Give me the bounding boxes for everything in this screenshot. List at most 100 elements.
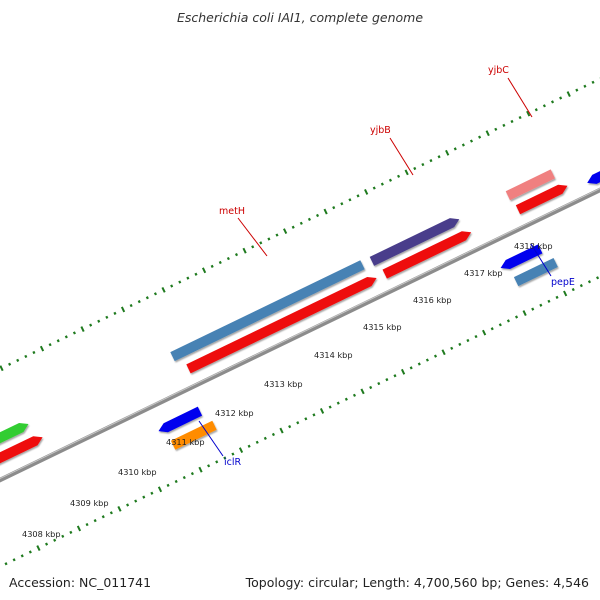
backbone-line bbox=[0, 187, 600, 483]
inner-tick-mark bbox=[288, 425, 292, 429]
inner-tick-mark bbox=[400, 368, 406, 375]
leader-line bbox=[507, 77, 533, 118]
outer-tick-mark bbox=[16, 358, 20, 362]
inner-tick-mark bbox=[157, 486, 163, 493]
outer-tick-mark bbox=[388, 178, 392, 182]
outer-tick-mark bbox=[469, 139, 474, 143]
outer-tick-mark bbox=[72, 331, 76, 335]
outer-tick-mark bbox=[129, 303, 133, 308]
outer-tick-mark bbox=[161, 286, 166, 293]
inner-tick-mark bbox=[109, 511, 113, 515]
inner-tick-mark bbox=[417, 362, 421, 366]
inner-tick-mark bbox=[514, 315, 519, 319]
outer-tick-mark bbox=[429, 159, 433, 163]
inner-tick-mark bbox=[531, 307, 535, 311]
outer-tick-mark bbox=[526, 110, 531, 117]
genome-backbone bbox=[0, 187, 600, 483]
outer-tick-mark bbox=[194, 272, 198, 276]
outer-tick-mark bbox=[413, 166, 417, 171]
inner-tick-mark bbox=[215, 460, 219, 464]
cds-yjbC-arrow[interactable] bbox=[515, 184, 568, 215]
inner-tick-mark bbox=[117, 505, 122, 512]
axis-label: 4316 kbp bbox=[413, 295, 452, 305]
gene-blue-arrow[interactable] bbox=[158, 406, 203, 433]
inner-tick-mark bbox=[296, 421, 300, 425]
outer-tick-mark bbox=[218, 260, 222, 265]
gene-label-yjbC: yjbC bbox=[488, 65, 509, 76]
gene-yjbB-arrow[interactable] bbox=[369, 218, 460, 266]
inner-tick-mark bbox=[231, 452, 235, 456]
gene-metH-bar[interactable] bbox=[170, 260, 365, 362]
genome-summary: Topology: circular; Length: 4,700,560 bp… bbox=[245, 575, 589, 590]
outer-tick-mark bbox=[478, 135, 482, 139]
gene-pepE-bar[interactable] bbox=[513, 258, 558, 287]
inner-tick-mark bbox=[466, 338, 470, 343]
outer-tick-mark bbox=[251, 245, 255, 249]
gene-yjbC-bar[interactable] bbox=[505, 169, 556, 201]
outer-tick-mark bbox=[340, 202, 344, 206]
outer-tick-mark bbox=[153, 292, 157, 296]
cds-metH-arrow[interactable] bbox=[186, 277, 377, 374]
outer-tick-ring bbox=[0, 77, 600, 372]
cds-red-arrow[interactable] bbox=[0, 436, 43, 479]
outer-tick-mark bbox=[583, 84, 587, 88]
backbone-highlight bbox=[0, 187, 600, 480]
gene-blue-pepE-arrow[interactable] bbox=[500, 244, 543, 269]
inner-tick-mark bbox=[190, 472, 194, 476]
gene-label-iclR: iclR bbox=[224, 457, 242, 468]
outer-tick-mark bbox=[283, 228, 288, 235]
inner-tick-mark bbox=[182, 475, 186, 480]
outer-tick-mark bbox=[307, 217, 311, 221]
gene-labels: metH yjbB yjbC iclR pepE bbox=[198, 65, 575, 468]
axis-label: 4315 kbp bbox=[363, 322, 402, 332]
inner-tick-mark bbox=[238, 447, 244, 454]
outer-tick-mark bbox=[372, 186, 376, 190]
outer-tick-mark bbox=[120, 306, 126, 313]
inner-tick-mark bbox=[223, 456, 227, 460]
outer-tick-mark bbox=[461, 143, 465, 147]
outer-tick-mark bbox=[315, 213, 320, 218]
inner-tick-mark bbox=[539, 303, 543, 307]
outer-tick-mark bbox=[226, 256, 230, 261]
outer-tick-mark bbox=[437, 155, 441, 159]
inner-tick-mark bbox=[263, 436, 267, 440]
axis-label: 4318 kbp bbox=[514, 241, 553, 251]
inner-tick-mark bbox=[369, 385, 373, 390]
outer-tick-mark bbox=[356, 194, 360, 198]
inner-tick-mark bbox=[12, 558, 16, 562]
outer-tick-mark bbox=[397, 174, 401, 178]
outer-tick-mark bbox=[502, 123, 506, 127]
inner-tick-mark bbox=[587, 280, 591, 284]
outer-tick-mark bbox=[259, 241, 263, 245]
outer-tick-mark bbox=[0, 365, 4, 372]
leader-line bbox=[530, 243, 552, 277]
gene-green-arrow[interactable] bbox=[0, 423, 29, 463]
inner-tick-mark bbox=[312, 413, 316, 417]
outer-tick-mark bbox=[421, 162, 425, 167]
outer-tick-mark bbox=[348, 198, 352, 202]
inner-tick-mark bbox=[547, 299, 551, 303]
gene-blue-right-arrow[interactable] bbox=[587, 160, 600, 184]
inner-tick-mark bbox=[271, 432, 275, 437]
cds-yjbB-arrow[interactable] bbox=[382, 231, 472, 279]
inner-tick-mark bbox=[458, 342, 462, 346]
axis-labels: 4308 kbp 4309 kbp 4310 kbp 4311 kbp 4312 kbp… bbox=[22, 241, 553, 539]
outer-tick-mark bbox=[299, 221, 303, 225]
inner-tick-mark bbox=[441, 349, 446, 356]
gene-iclR-bar[interactable] bbox=[170, 420, 217, 450]
outer-tick-mark bbox=[89, 323, 93, 327]
outer-tick-mark bbox=[234, 253, 239, 257]
outer-tick-mark bbox=[178, 280, 182, 284]
leader-line bbox=[237, 217, 268, 257]
gene-label-yjbB: yjbB bbox=[370, 125, 391, 136]
inner-tick-mark bbox=[498, 323, 502, 327]
inner-tick-mark bbox=[522, 310, 527, 316]
inner-tick-mark bbox=[377, 381, 381, 386]
inner-tick-mark bbox=[174, 479, 178, 484]
gene-label-metH: metH bbox=[219, 206, 245, 217]
inner-tick-mark bbox=[28, 550, 32, 554]
outer-tick-mark bbox=[201, 267, 207, 274]
inner-tick-mark bbox=[506, 319, 510, 323]
outer-tick-mark bbox=[591, 80, 595, 84]
outer-tick-mark bbox=[24, 354, 28, 359]
